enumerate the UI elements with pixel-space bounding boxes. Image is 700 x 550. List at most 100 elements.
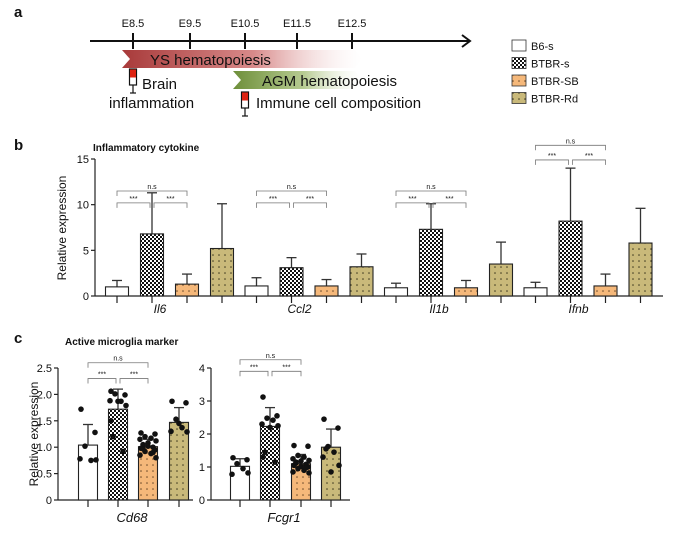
data-point	[260, 394, 266, 400]
category-label: Ifnb	[568, 302, 588, 316]
category-label: Il6	[154, 302, 167, 316]
data-point	[298, 458, 304, 464]
y-tick-label: 2	[199, 429, 205, 441]
panel-label-c: c	[14, 330, 22, 347]
data-point	[150, 449, 156, 456]
bar	[593, 285, 618, 297]
significance-label: ***	[98, 372, 106, 379]
significance-bracket	[153, 202, 188, 208]
data-point	[320, 454, 326, 460]
chart-b-title: Inflammatory cytokine	[93, 143, 200, 154]
legend-swatch	[511, 39, 527, 52]
significance-label: n.s	[113, 356, 123, 363]
significance-label: n.s	[566, 138, 576, 145]
significance-bracket	[87, 378, 117, 384]
arrowhead-icon	[461, 34, 472, 48]
y-tick-label: 2.5	[37, 363, 52, 375]
chart-cd68: 0 0.5 1.0 1.5 2.0 2.5 Cd68 *** *** n.s	[37, 356, 193, 525]
data-point	[138, 430, 144, 436]
significance-label: ***	[408, 196, 416, 203]
legend-label: BTBR-Rd	[531, 94, 578, 106]
significance-label: n.s	[147, 184, 157, 191]
significance-label: n.s	[426, 184, 436, 191]
data-point	[291, 442, 297, 449]
data-point	[306, 470, 312, 476]
data-point	[137, 436, 143, 443]
significance-bracket	[256, 202, 290, 208]
data-point	[78, 406, 84, 412]
significance-bracket	[256, 190, 327, 196]
data-point	[142, 433, 148, 440]
data-point	[303, 464, 309, 471]
data-point	[107, 397, 113, 404]
data-point	[234, 460, 240, 467]
data-point	[305, 443, 311, 450]
significance-label: ***	[306, 196, 314, 203]
data-point	[152, 431, 158, 437]
y-tick-label: 5	[83, 245, 89, 257]
data-point	[145, 443, 151, 449]
y-tick-label: 0	[83, 291, 89, 303]
agm-banner-label: AGM hematopoiesis	[262, 73, 397, 90]
data-point	[123, 402, 129, 409]
y-tick-label: 3	[199, 396, 205, 408]
data-point	[244, 456, 250, 463]
significance-label: ***	[250, 364, 258, 371]
chart-b-ylabel: Relative expression	[55, 176, 69, 281]
significance-label: ***	[166, 196, 174, 203]
significance-bracket	[535, 144, 606, 151]
panel-label-a: a	[14, 4, 23, 21]
data-point	[176, 420, 182, 427]
data-point	[274, 413, 280, 419]
data-point	[267, 424, 273, 431]
legend-swatch	[511, 74, 527, 87]
legend-label: B6-s	[531, 41, 554, 53]
data-point	[272, 459, 278, 465]
chart-b: 0 5 10 15 Il6 *** *** n.s Ccl2 *** *** n.s Il1b *** **…	[77, 138, 663, 316]
significance-label: n.s	[266, 353, 276, 360]
data-point	[321, 416, 327, 422]
timeline-tick-label: E10.5	[231, 18, 260, 30]
data-point	[108, 388, 114, 395]
bar	[244, 285, 269, 297]
data-point	[183, 400, 189, 406]
bar	[104, 286, 130, 297]
timeline: E8.5 E9.5 E10.5 E11.5 E12.5 YS hematopoiesis…	[90, 18, 472, 117]
data-point	[168, 428, 174, 435]
significance-label: ***	[130, 372, 138, 379]
significance-bracket	[87, 362, 149, 368]
bar	[628, 242, 653, 297]
bar	[209, 247, 235, 297]
data-point	[120, 448, 126, 455]
data-point	[229, 471, 235, 478]
category-label: Cd68	[116, 510, 148, 525]
timeline-tick-label: E9.5	[179, 18, 202, 30]
y-tick-label: 15	[77, 154, 89, 166]
data-point	[112, 391, 118, 397]
data-point	[148, 435, 154, 442]
data-point	[240, 465, 246, 472]
y-tick-label: 1.5	[37, 416, 52, 428]
chart-c-ylabel: Relative expression	[27, 382, 41, 487]
significance-label: ***	[548, 153, 556, 160]
bar	[77, 444, 99, 501]
ys-banner	[122, 50, 362, 68]
data-point	[169, 398, 175, 405]
data-point	[137, 452, 143, 458]
chart-c-title: Active microglia marker	[65, 337, 178, 348]
data-point	[275, 422, 281, 429]
syringe-icon	[128, 68, 138, 94]
data-point	[82, 443, 88, 449]
data-point	[259, 421, 265, 427]
data-point	[290, 469, 296, 475]
significance-label: ***	[129, 196, 137, 203]
injection2-label: Immune cell composition	[256, 95, 421, 112]
data-point	[153, 454, 159, 461]
data-point	[230, 454, 236, 461]
data-point	[115, 398, 121, 405]
injection1-line1: Brain	[142, 76, 177, 93]
bar	[279, 267, 304, 297]
data-point	[88, 457, 94, 464]
chart-fcgr1: 0 1 2 3 4 Fcgr1 *** *** n.s	[199, 353, 350, 525]
significance-bracket	[432, 202, 467, 208]
